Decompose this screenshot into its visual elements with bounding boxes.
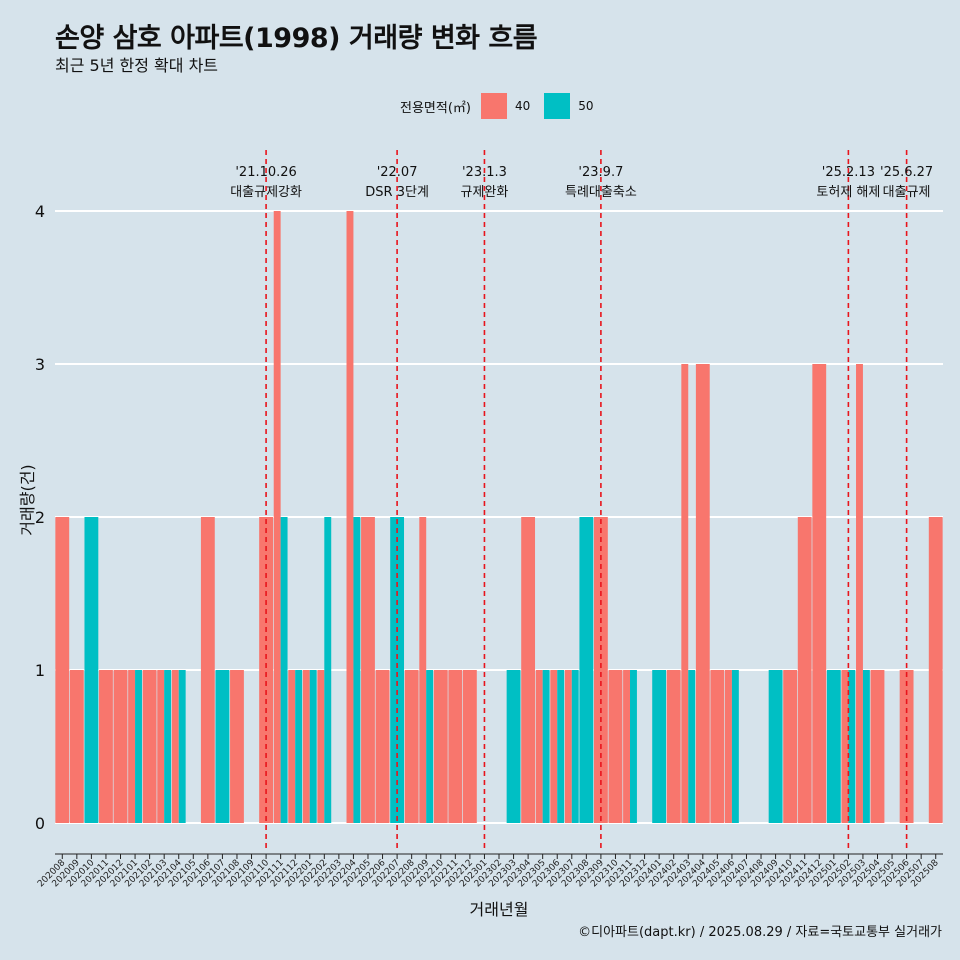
bar-50 <box>557 670 565 823</box>
bar-40 <box>200 517 215 823</box>
x-axis-title: 거래년월 <box>470 900 529 919</box>
bar-50 <box>84 517 99 823</box>
source-caption: ©디아파트(dapt.kr) / 2025.08.29 / 자료=국토교통부 실… <box>578 925 942 940</box>
bar-40 <box>273 211 281 823</box>
bar-40 <box>142 670 157 823</box>
event-label: DSR 3단계 <box>365 185 429 200</box>
bar-40 <box>695 364 710 823</box>
bar-40 <box>288 670 296 823</box>
bar-50 <box>826 670 841 823</box>
bar-40 <box>317 670 325 823</box>
bar-40 <box>128 670 136 823</box>
bar-50 <box>506 670 521 823</box>
event-label: 특례대출축소 <box>565 185 637 200</box>
bar-40 <box>69 670 84 823</box>
bar-40 <box>797 517 812 823</box>
bar-40 <box>462 670 477 823</box>
bar-40 <box>666 670 681 823</box>
event-date-label: '25.6.27 <box>880 165 933 180</box>
bar-50 <box>571 670 579 823</box>
bar-50 <box>862 670 870 823</box>
bar-40 <box>681 364 689 823</box>
bar-40 <box>550 670 558 823</box>
bar-40 <box>171 670 179 823</box>
bar-50 <box>848 670 856 823</box>
bar-40 <box>113 670 128 823</box>
bar-40 <box>870 670 885 823</box>
y-tick-label: 1 <box>35 661 45 680</box>
event-date-label: '23.1.3 <box>462 165 507 180</box>
bar-50 <box>295 670 303 823</box>
legend-label-50: 50 <box>578 99 594 113</box>
legend-label-40: 40 <box>514 99 531 113</box>
bar-50 <box>135 670 142 823</box>
bar-50 <box>630 670 637 823</box>
chart-title: 손양 삼호 아파트(1998) 거래량 변화 흐름 <box>55 23 538 54</box>
bar-40 <box>361 517 375 823</box>
bar-50 <box>324 517 332 823</box>
bar-50 <box>164 670 172 823</box>
bar-40 <box>841 670 849 823</box>
bar-40 <box>564 670 572 823</box>
bar-40 <box>593 517 608 823</box>
legend-title: 전용면적(㎡) <box>400 100 471 116</box>
bar-40 <box>419 517 427 823</box>
bar-40 <box>259 517 273 823</box>
bar-50 <box>652 670 667 823</box>
bar-40 <box>608 670 623 823</box>
bar-40 <box>99 670 113 823</box>
bar-40 <box>230 670 244 823</box>
bar-50 <box>353 517 361 823</box>
bar-40 <box>856 364 863 823</box>
bar-40 <box>535 670 543 823</box>
event-label: 토허제 해제 <box>816 185 880 200</box>
legend: 전용면적(㎡) 40 50 <box>400 93 608 119</box>
bar-40 <box>375 670 390 823</box>
event-date-label: '23.9.7 <box>578 165 623 180</box>
bar-50 <box>731 670 739 823</box>
bar-50 <box>309 670 317 823</box>
bar-40 <box>783 670 798 823</box>
bar-50 <box>768 670 783 823</box>
bar-40 <box>346 211 354 823</box>
bar-50 <box>390 517 405 823</box>
event-date-label: '21.10.26 <box>235 165 296 180</box>
bar-40 <box>623 670 631 823</box>
bar-40 <box>710 670 725 823</box>
bar-50 <box>178 670 186 823</box>
bar-40 <box>448 670 463 823</box>
y-axis-title: 거래량(건) <box>18 464 37 535</box>
y-tick-label: 0 <box>35 814 45 833</box>
bar-40 <box>302 670 310 823</box>
bar-40 <box>521 517 536 823</box>
y-tick-label: 4 <box>35 202 45 221</box>
event-label: 대출규제강화 <box>230 185 302 200</box>
bar-40 <box>404 670 419 823</box>
bar-40 <box>433 670 448 823</box>
y-tick-label: 2 <box>35 508 45 527</box>
legend-swatch-50 <box>544 93 571 119</box>
bar-40 <box>812 364 827 823</box>
bar-50 <box>280 517 288 823</box>
bar-50 <box>542 670 550 823</box>
event-label: 규제완화 <box>461 185 509 200</box>
bar-40 <box>55 517 70 823</box>
bar-40 <box>157 670 165 823</box>
bar-50 <box>579 517 594 823</box>
event-date-label: '22.07 <box>377 165 418 180</box>
event-date-label: '25.2.13 <box>822 165 875 180</box>
y-tick-label: 3 <box>35 355 45 374</box>
bar-40 <box>725 670 732 823</box>
event-label: 대출규제 <box>883 185 931 200</box>
bar-50 <box>426 670 434 823</box>
legend-swatch-40 <box>480 93 507 119</box>
chart-subtitle: 최근 5년 한정 확대 차트 <box>55 56 219 75</box>
bar-50 <box>688 670 696 823</box>
bar-40 <box>928 517 943 823</box>
bar-50 <box>215 670 230 823</box>
